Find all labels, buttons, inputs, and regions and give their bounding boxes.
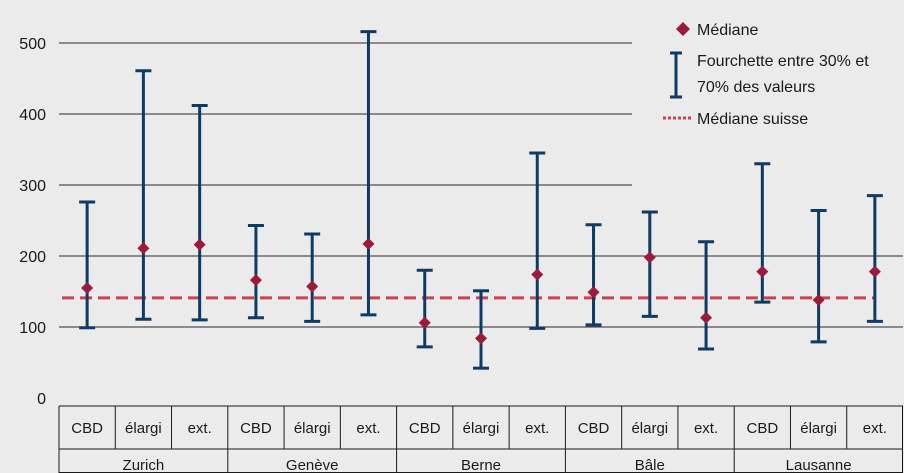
median-point-5: [362, 237, 375, 250]
median-point-13: [812, 294, 825, 307]
y-tick-label-200: 200: [19, 249, 46, 266]
median-point-6: [418, 316, 431, 329]
subcategory-label: CBD: [409, 420, 441, 437]
category-table: CBD élargi ext. CBD élargi ext. CBD élargi ext. C…: [58, 405, 903, 473]
subcategory-label: élargi: [800, 420, 837, 437]
subcategory-label: élargi: [294, 420, 331, 437]
median-point-0: [81, 281, 94, 294]
group-label-2: Berne: [461, 457, 501, 473]
subcategory-label: élargi: [463, 420, 500, 437]
range-bar-5: [360, 30, 377, 317]
range-bar-3: [247, 223, 264, 320]
median-point-4: [306, 280, 319, 293]
range-bar-11: [698, 240, 715, 351]
median-point-11: [700, 311, 713, 324]
range-bar-7: [473, 289, 489, 370]
group-label-4: Lausanne: [786, 457, 852, 473]
y-axis-ticks: 0 100 200 300 400 500: [19, 36, 46, 408]
subcategory-label: ext.: [188, 420, 212, 437]
range-bar-13: [810, 209, 827, 344]
median-point-9: [587, 286, 600, 299]
range-bar-12: [754, 162, 771, 304]
range-bar-10: [641, 210, 658, 318]
range-bar-2: [191, 103, 208, 322]
group-label-0: Zurich: [123, 457, 165, 473]
y-tick-label-0: 0: [37, 391, 46, 408]
subcategory-label: élargi: [125, 420, 162, 437]
median-point-14: [868, 265, 881, 278]
subcategory-label: CBD: [240, 420, 272, 437]
subcategory-label: CBD: [578, 420, 610, 437]
range-layer: [79, 30, 883, 370]
y-tick-label-300: 300: [19, 178, 46, 195]
subcategory-label: CBD: [71, 420, 103, 437]
median-point-7: [475, 332, 487, 345]
y-tick-label-500: 500: [19, 36, 46, 53]
median-point-3: [249, 274, 262, 287]
range-bar-4: [304, 232, 321, 323]
median-layer: [81, 237, 881, 345]
subcategory-label: ext.: [356, 420, 380, 437]
group-label-3: Bâle: [635, 457, 665, 473]
subcategory-label: ext.: [863, 420, 887, 437]
legend: Médiane Fourchette entre 30% et 70% des …: [663, 22, 869, 128]
legend-range-label-line2: 70% des valeurs: [697, 79, 815, 96]
legend-range-label-line1: Fourchette entre 30% et: [697, 53, 869, 70]
range-bar-1: [135, 69, 152, 321]
range-bar-14: [866, 194, 883, 323]
median-point-12: [756, 265, 769, 278]
subcategory-label: élargi: [631, 420, 668, 437]
y-tick-label-100: 100: [19, 320, 46, 337]
y-tick-label-400: 400: [19, 107, 46, 124]
range-bar-6: [416, 268, 433, 349]
range-bar-9: [585, 223, 602, 327]
legend-swiss-median-label: Médiane suisse: [697, 111, 808, 128]
range-bar-8: [529, 151, 546, 330]
median-point-1: [137, 242, 150, 255]
median-point-2: [193, 238, 206, 251]
subcategory-label: CBD: [746, 420, 778, 437]
median-point-10: [643, 251, 656, 264]
median-point-8: [531, 268, 544, 281]
subcategory-label: ext.: [694, 420, 718, 437]
range-bar-0: [79, 200, 96, 330]
legend-median-marker: [676, 22, 690, 36]
group-label-1: Genève: [286, 457, 339, 473]
subcategory-label: ext.: [525, 420, 549, 437]
legend-median-label: Médiane: [697, 22, 758, 39]
